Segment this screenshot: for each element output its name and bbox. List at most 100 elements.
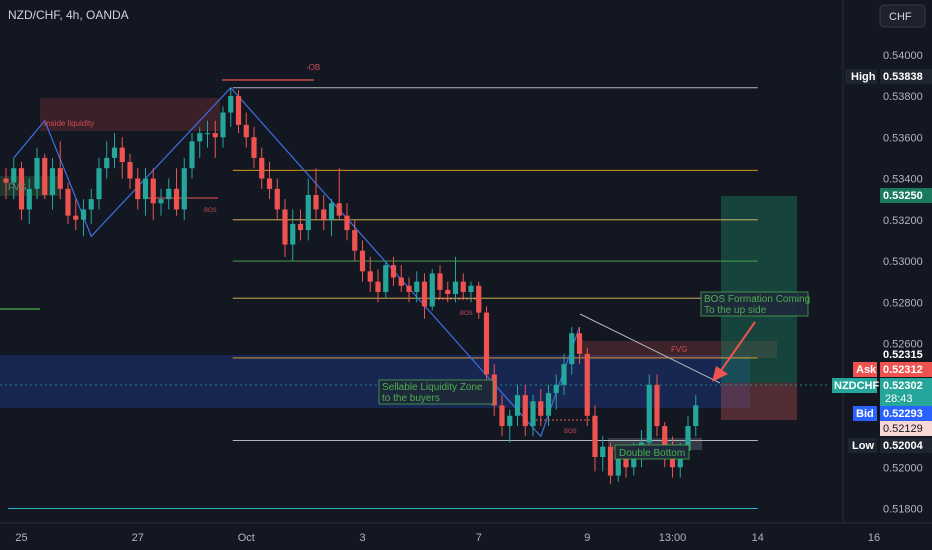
symbol-title: NZD/CHF, 4h, OANDA	[8, 8, 129, 22]
x-tick-label: 16	[868, 532, 880, 544]
svg-text:Low: Low	[852, 440, 874, 452]
candle	[235, 89, 242, 134]
candle	[561, 353, 567, 396]
svg-text:0.52312: 0.52312	[883, 364, 923, 376]
stop-zone	[721, 383, 797, 420]
candle	[538, 388, 544, 427]
candle	[166, 178, 172, 210]
candle	[499, 395, 505, 437]
candle	[18, 162, 25, 220]
candle	[297, 209, 304, 241]
x-tick-label: 9	[584, 532, 590, 544]
candle	[142, 168, 149, 216]
upper-price-label: 0.52315	[883, 349, 923, 361]
candle	[507, 409, 513, 443]
candle	[336, 168, 342, 220]
candle	[181, 157, 187, 220]
bos-formation-line1: BOS Formation Coming	[704, 294, 810, 305]
candle	[49, 157, 56, 210]
inside-liquidity-zone	[40, 98, 220, 131]
candle	[305, 178, 311, 241]
x-tick-label: 25	[15, 532, 27, 544]
candle	[220, 106, 226, 148]
candle	[437, 265, 443, 299]
zigzag-line	[13, 86, 581, 438]
bos-formation-line2: To the up side	[704, 305, 767, 316]
current-price-tag: NZDCHF 0.52302 28:43	[832, 378, 932, 406]
trend-line	[579, 313, 721, 384]
candle	[375, 269, 381, 303]
candle	[197, 126, 203, 158]
y-tick-label: 0.53800	[883, 91, 923, 103]
candle	[468, 281, 474, 303]
x-tick-label: 13:00	[659, 532, 687, 544]
candle	[104, 141, 110, 179]
candle	[600, 436, 606, 472]
bos-formation-annotation[interactable]: BOS Formation Coming To the up side	[700, 291, 810, 317]
inside-liquidity-label: Inside liquidity	[44, 119, 94, 128]
candle	[530, 395, 536, 437]
svg-text:High: High	[851, 71, 876, 83]
candle	[282, 199, 288, 257]
candle	[460, 273, 466, 299]
candle	[693, 395, 699, 437]
candle	[251, 126, 257, 169]
svg-text:0.52293: 0.52293	[883, 408, 923, 420]
candle	[274, 178, 280, 220]
currency-button[interactable]: CHF	[879, 4, 926, 28]
candle	[592, 405, 598, 472]
candle	[344, 203, 350, 241]
svg-text:0.53838: 0.53838	[883, 71, 923, 83]
sellable-zone-line2: to the buyers	[382, 393, 440, 404]
candle	[3, 168, 9, 200]
candle	[569, 327, 575, 375]
candle	[26, 178, 32, 224]
candle	[545, 384, 552, 427]
candle	[189, 133, 195, 179]
candle	[491, 364, 497, 416]
candle	[321, 195, 327, 231]
y-tick-label: 0.54000	[883, 50, 923, 62]
candle	[80, 199, 87, 237]
candle	[553, 374, 559, 410]
x-tick-label: 7	[476, 532, 482, 544]
candle	[119, 137, 125, 179]
candle	[290, 209, 296, 262]
ask-tag: Ask 0.52312	[853, 362, 932, 377]
candle	[173, 168, 180, 216]
fvg-left-label: FVG	[8, 182, 27, 192]
candle	[243, 112, 249, 148]
double-bottom-label: Double Bottom	[619, 448, 685, 459]
y-tick-label: 0.53200	[883, 215, 923, 227]
candle	[483, 306, 490, 385]
candle	[646, 374, 652, 451]
candle	[445, 281, 451, 303]
candle	[328, 199, 335, 237]
bos-arrow	[712, 321, 756, 382]
candle	[73, 199, 79, 231]
candle	[398, 265, 404, 292]
candle	[158, 188, 164, 216]
x-tick-label: Oct	[238, 532, 255, 544]
candle	[367, 256, 373, 292]
y-tick-label: 0.53400	[883, 174, 923, 186]
svg-text:0.53250: 0.53250	[883, 190, 923, 202]
candle	[429, 269, 435, 311]
candle	[476, 281, 482, 319]
candle	[34, 147, 40, 200]
candle	[228, 87, 234, 127]
candle	[514, 384, 521, 427]
fvg-zone	[580, 341, 777, 358]
candle	[42, 153, 48, 200]
double-bottom-annotation[interactable]: Double Bottom	[614, 444, 690, 460]
svg-text:CHF: CHF	[889, 11, 912, 23]
y-tick-label: 0.52000	[883, 462, 923, 474]
candle	[65, 182, 71, 224]
svg-text:0.52302: 0.52302	[883, 380, 923, 392]
x-tick-label: 27	[132, 532, 144, 544]
sellable-zone-annotation[interactable]: Sellable Liquidity Zone to the buyers	[378, 379, 494, 405]
fvg-label: FVG	[671, 345, 687, 354]
sellable-zone-line1: Sellable Liquidity Zone	[382, 382, 483, 393]
candle	[584, 347, 590, 427]
